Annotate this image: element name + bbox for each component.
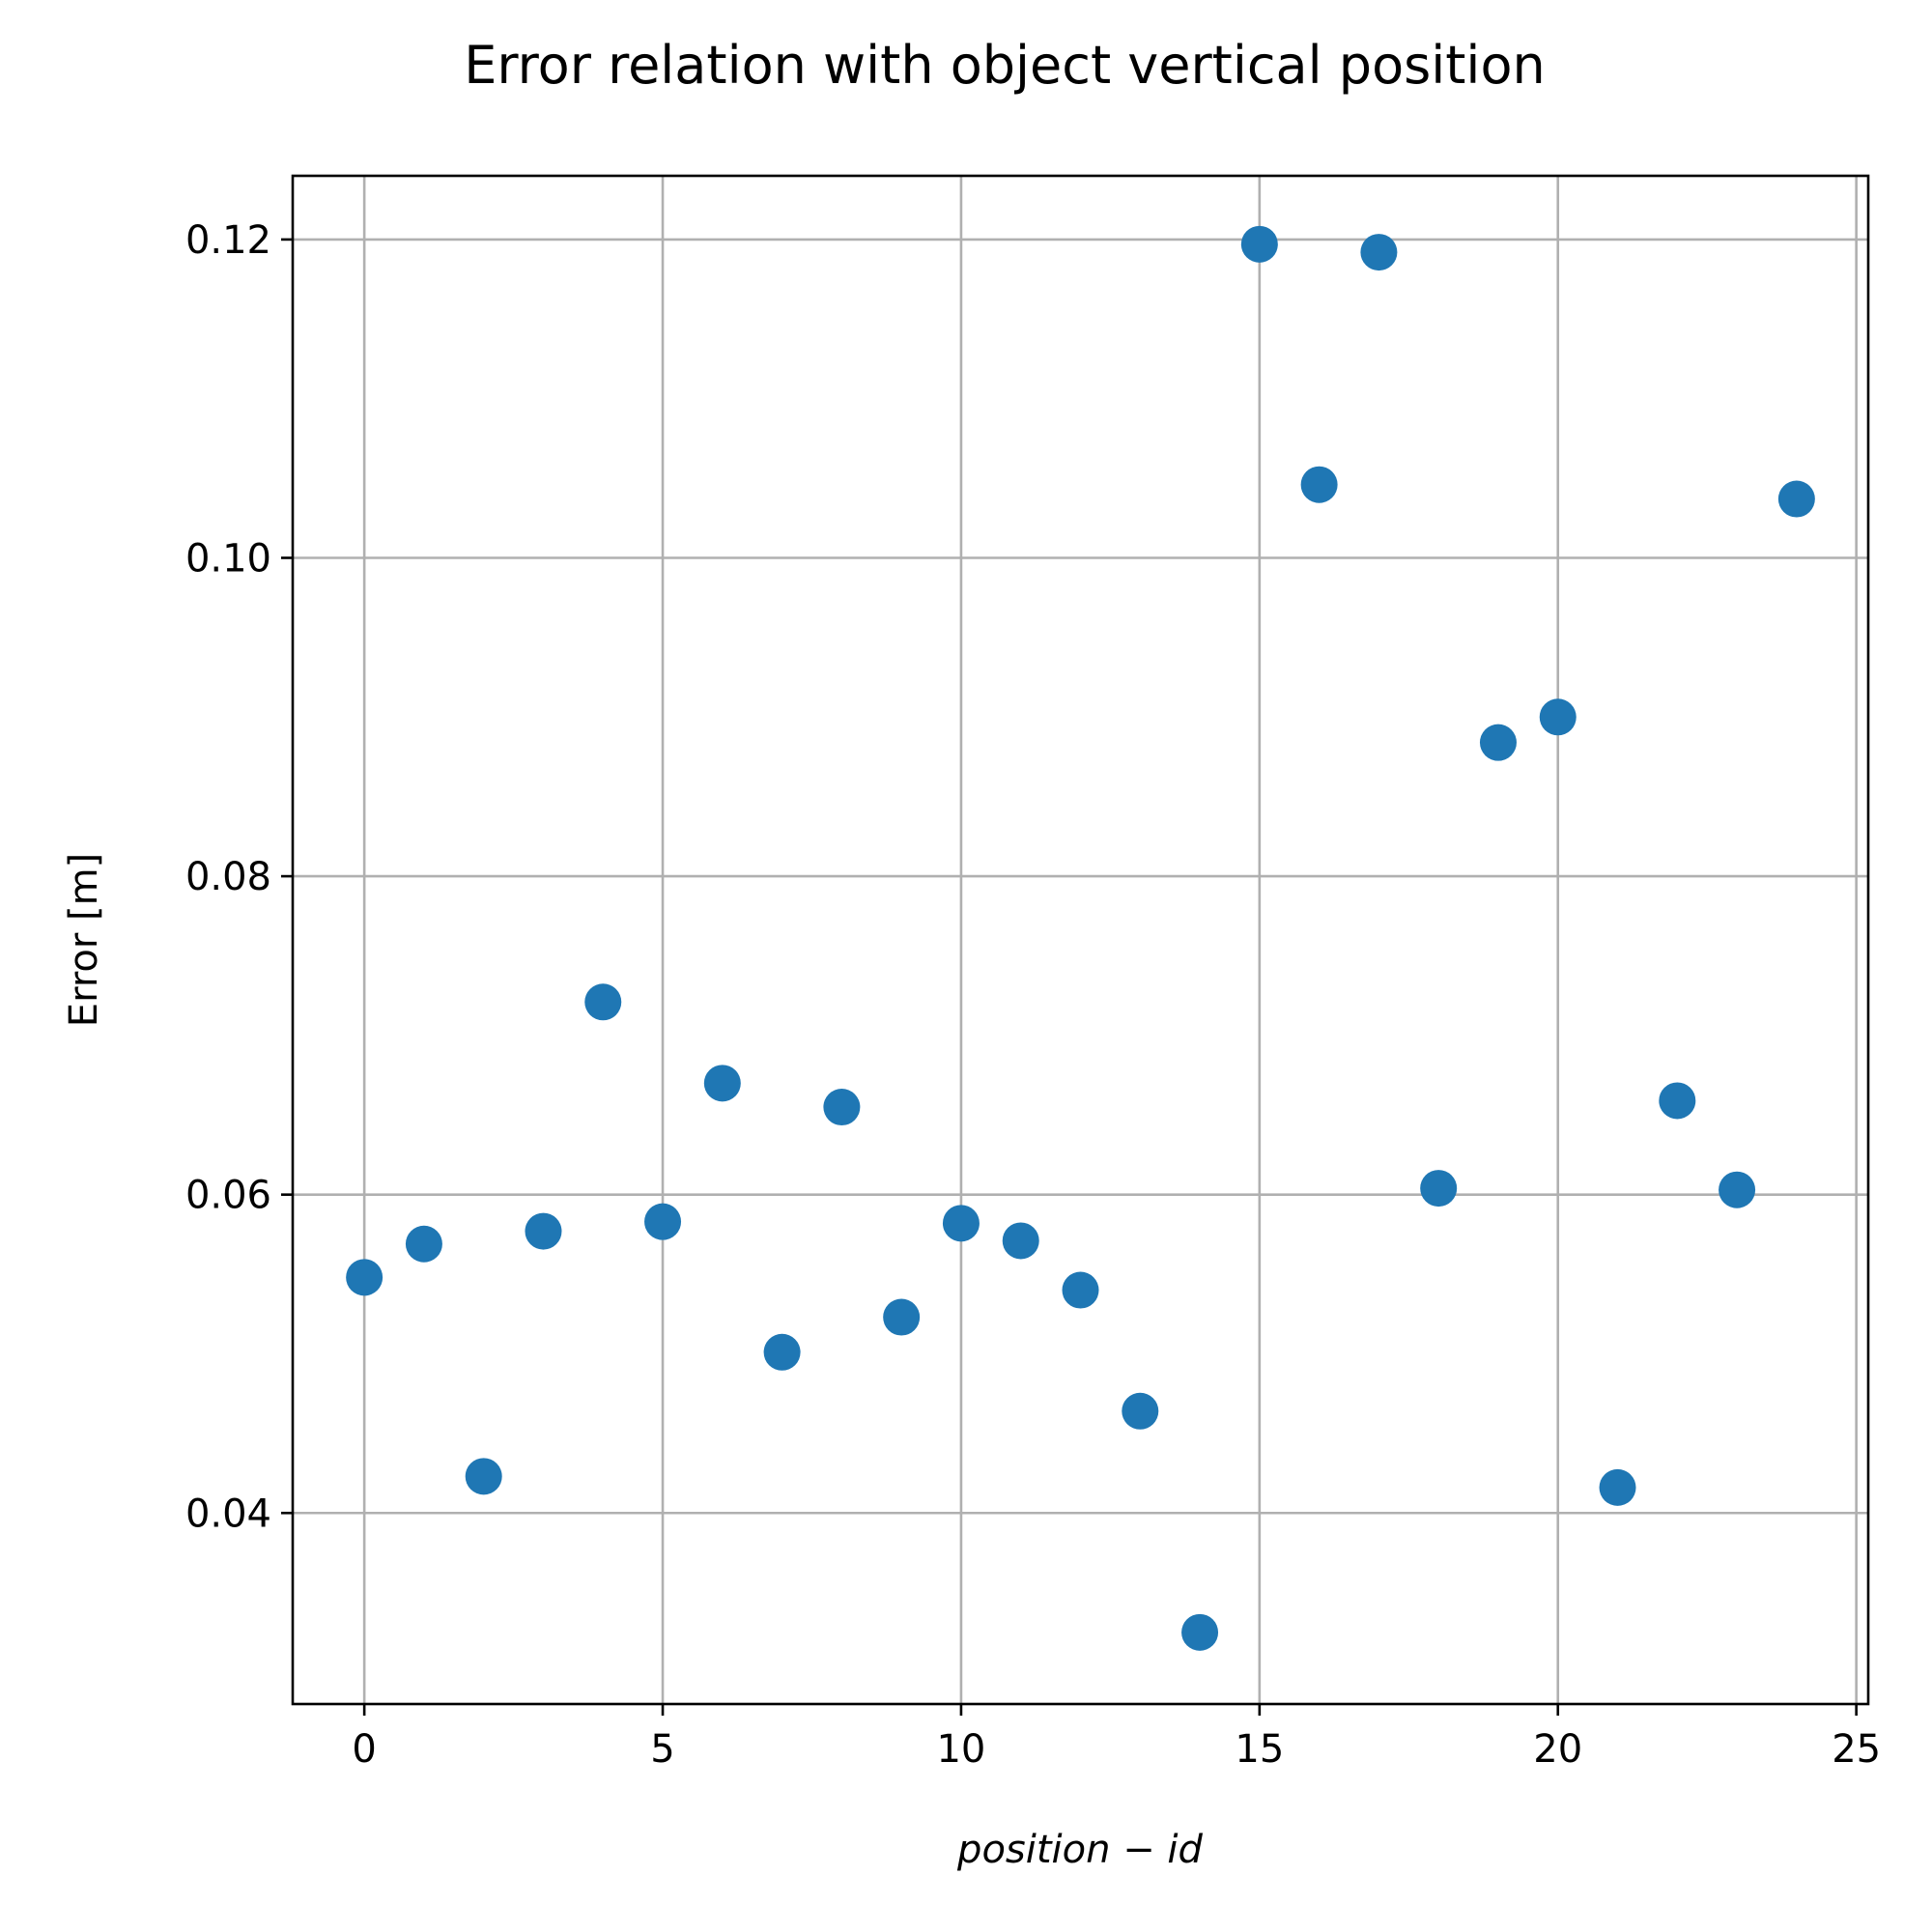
data-point [1479,724,1517,761]
data-point [1659,1082,1696,1120]
data-point [823,1089,861,1126]
plot-frame [291,174,1870,1706]
data-point [1181,1613,1219,1651]
data-point [1002,1222,1039,1260]
y-tick-label: 0.12 [185,218,271,263]
data-point [763,1333,801,1371]
data-point [1777,480,1815,518]
y-tick-label: 0.04 [185,1492,271,1536]
data-point [1122,1392,1159,1430]
chart-title: Error relation with object vertical posi… [464,35,1545,96]
x-tick-label: 5 [650,1727,674,1772]
data-point [644,1203,682,1240]
x-tick-label: 25 [1832,1727,1881,1772]
data-point [1300,466,1338,503]
grid-lines [293,176,1868,1704]
data-point [1539,698,1577,736]
data-point [1599,1468,1636,1506]
y-tick-label: 0.06 [185,1174,271,1218]
y-tick-label: 0.10 [185,537,271,582]
x-axis-label: position − id [956,1828,1203,1872]
data-point [405,1225,442,1263]
data-points [346,225,1815,1651]
data-point [1240,225,1278,263]
data-point [1062,1271,1099,1309]
data-point [1360,234,1398,271]
axis-ticks: 0 5 10 15 20 25 0.04 0.06 0.08 0.10 0.12 [185,218,1881,1772]
x-tick-label: 0 [352,1727,376,1772]
data-point [883,1298,921,1336]
y-axis-label: Error [m] [62,853,106,1027]
x-tick-label: 20 [1533,1727,1582,1772]
y-tick-label: 0.08 [185,855,271,899]
data-point [346,1259,384,1296]
data-point [1420,1170,1458,1208]
data-point [525,1212,562,1250]
data-point [1719,1171,1756,1208]
x-tick-label: 15 [1235,1727,1284,1772]
data-point [942,1205,980,1242]
x-tick-label: 10 [936,1727,985,1772]
data-point [584,983,622,1021]
data-point [703,1065,741,1102]
data-point [465,1458,502,1495]
